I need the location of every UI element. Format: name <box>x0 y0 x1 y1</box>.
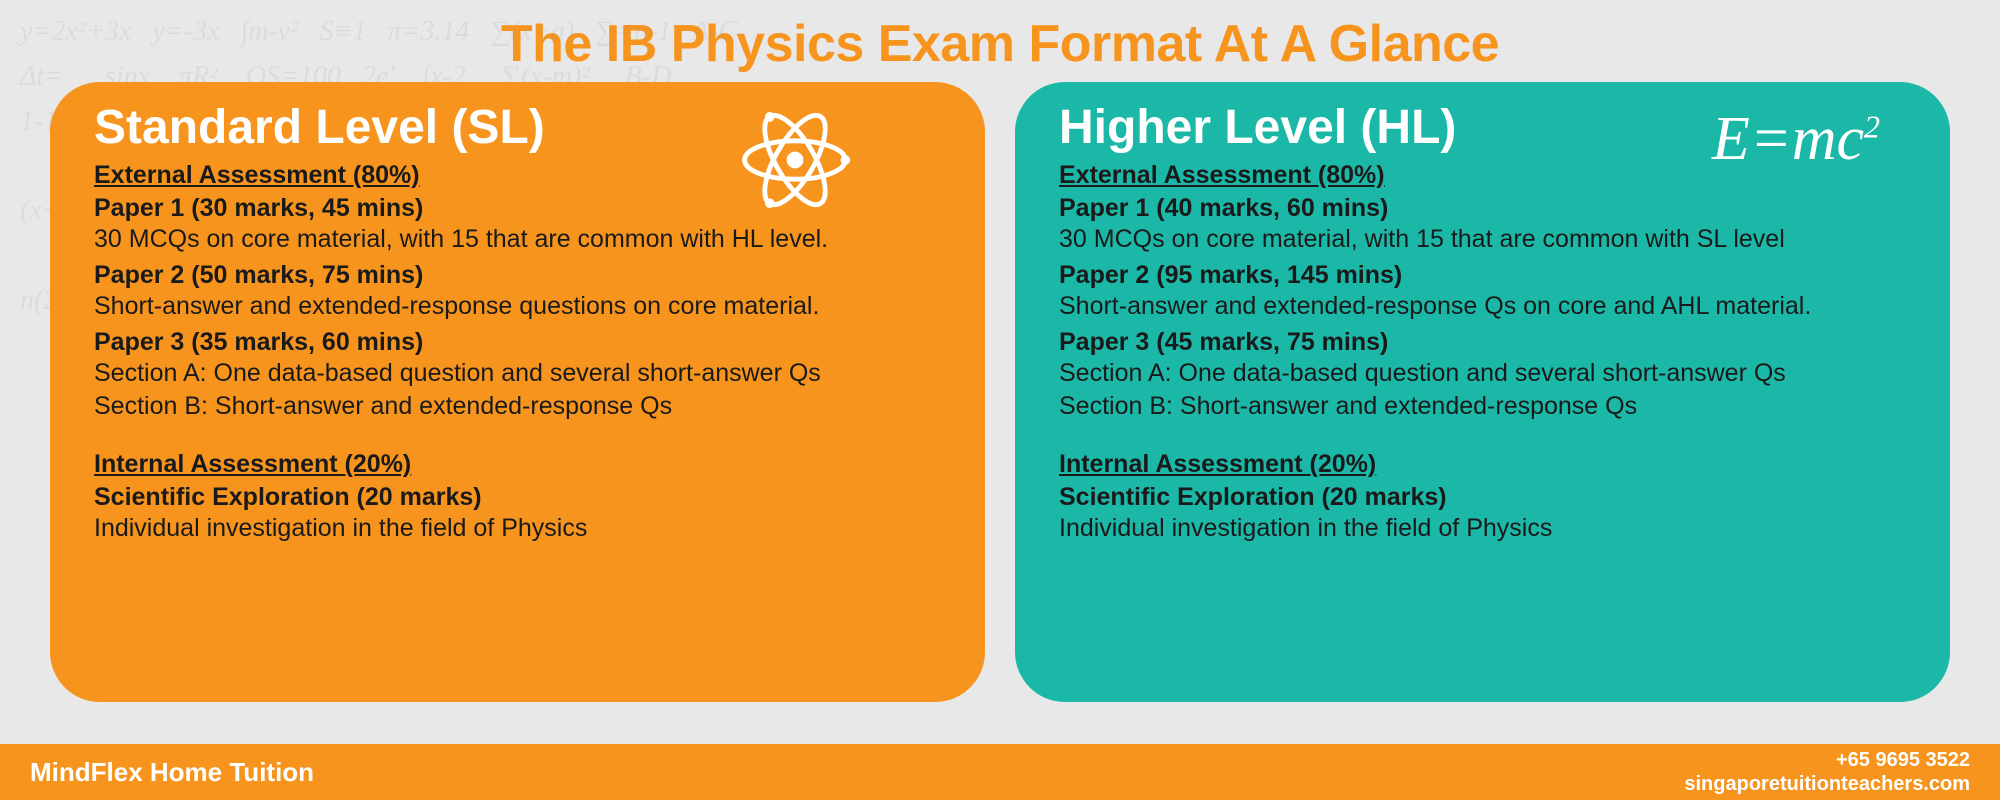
sl-scientific-body: Individual investigation in the field of… <box>94 512 941 546</box>
sl-paper2-body: Short-answer and extended-response quest… <box>94 290 941 324</box>
hl-paper1-body: 30 MCQs on core material, with 15 that a… <box>1059 223 1906 257</box>
footer-brand: MindFlex Home Tuition <box>30 757 314 788</box>
sl-scientific-heading: Scientific Exploration (20 marks) <box>94 483 941 512</box>
hl-paper1-heading: Paper 1 (40 marks, 60 mins) <box>1059 194 1906 223</box>
footer-phone: +65 9695 3522 <box>1684 748 1970 772</box>
sl-paper2-heading: Paper 2 (50 marks, 75 mins) <box>94 261 941 290</box>
hl-paper2-body: Short-answer and extended-response Qs on… <box>1059 290 1906 324</box>
hl-internal-heading: Internal Assessment (20%) <box>1059 450 1906 479</box>
emc2-formula-icon: E=mc2 <box>1712 104 1880 175</box>
hl-paper3-section-a: Section A: One data-based question and s… <box>1059 357 1906 391</box>
atom-icon <box>735 100 855 220</box>
sl-paper3-heading: Paper 3 (35 marks, 60 mins) <box>94 328 941 357</box>
hl-paper3-section-b: Section B: Short-answer and extended-res… <box>1059 390 1906 424</box>
sl-internal-heading: Internal Assessment (20%) <box>94 450 941 479</box>
page-title: The IB Physics Exam Format At A Glance <box>0 0 2000 82</box>
hl-panel: Higher Level (HL) E=mc2 External Assessm… <box>1015 82 1950 702</box>
footer-contact: +65 9695 3522 singaporetuitionteachers.c… <box>1684 748 1970 796</box>
sl-paper3-section-b: Section B: Short-answer and extended-res… <box>94 390 941 424</box>
hl-scientific-body: Individual investigation in the field of… <box>1059 512 1906 546</box>
emc2-text: E=mc <box>1712 105 1864 173</box>
hl-paper3-heading: Paper 3 (45 marks, 75 mins) <box>1059 328 1906 357</box>
sl-paper3-section-a: Section A: One data-based question and s… <box>94 357 941 391</box>
hl-scientific-heading: Scientific Exploration (20 marks) <box>1059 483 1906 512</box>
panels-container: Standard Level (SL) External Assessment … <box>0 82 2000 702</box>
footer-bar: MindFlex Home Tuition +65 9695 3522 sing… <box>0 744 2000 800</box>
sl-panel: Standard Level (SL) External Assessment … <box>50 82 985 702</box>
sl-paper1-body: 30 MCQs on core material, with 15 that a… <box>94 223 941 257</box>
hl-paper2-heading: Paper 2 (95 marks, 145 mins) <box>1059 261 1906 290</box>
footer-site: singaporetuitionteachers.com <box>1684 772 1970 796</box>
